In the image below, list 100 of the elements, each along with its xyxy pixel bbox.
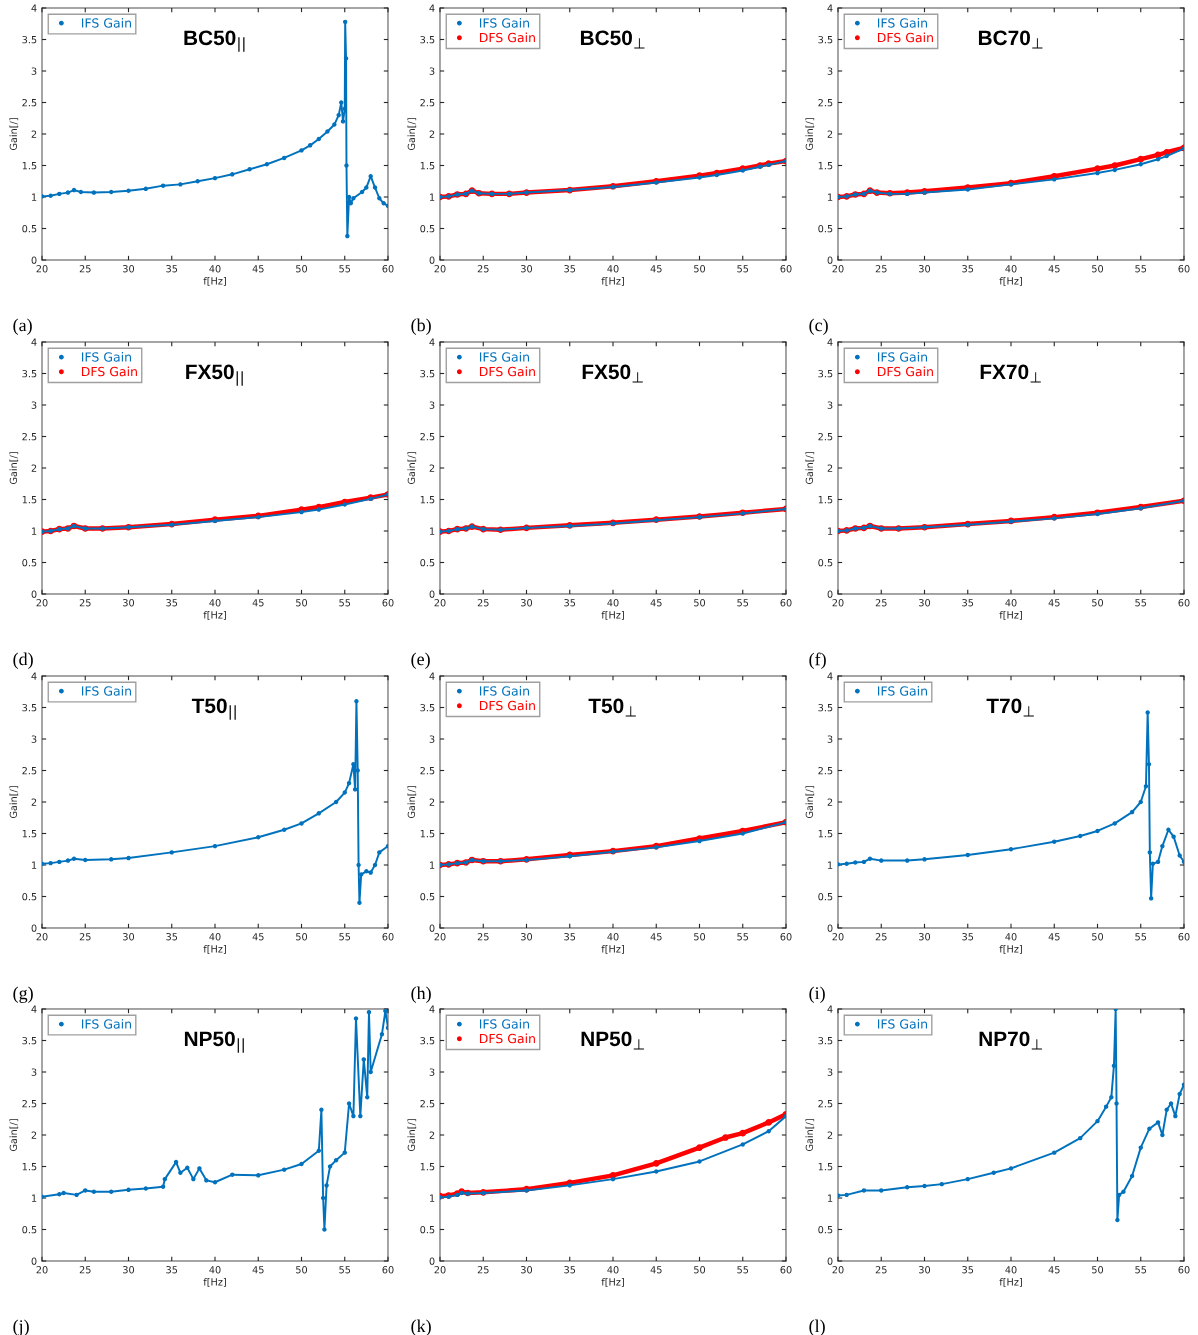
y-tick-label: 2 bbox=[429, 798, 435, 806]
x-tick-label: 20 bbox=[832, 265, 844, 273]
x-tick-label: 45 bbox=[1048, 1266, 1060, 1274]
y-tick-label: 1.5 bbox=[420, 1163, 435, 1171]
x-tick-label: 40 bbox=[607, 933, 619, 941]
y-tick-label: 0.5 bbox=[420, 558, 435, 567]
text: (f) bbox=[809, 652, 826, 670]
x-tick-label: 25 bbox=[875, 265, 887, 273]
y-tick-label: 0.5 bbox=[22, 892, 37, 901]
y-tick-label: 3 bbox=[429, 401, 435, 409]
x-tick-label: 45 bbox=[650, 599, 662, 607]
y-tick-label: 0 bbox=[31, 590, 37, 598]
text: (c) bbox=[809, 318, 828, 335]
x-tick-label: 45 bbox=[1048, 599, 1060, 607]
x-tick-label: 25 bbox=[875, 933, 887, 941]
x-axis-title: f[Hz] bbox=[601, 945, 624, 954]
x-tick-label: 55 bbox=[1135, 933, 1147, 941]
y-tick-label: 4 bbox=[827, 672, 833, 680]
x-tick-label: 25 bbox=[477, 933, 489, 941]
y-axis-title: Gain[/] bbox=[407, 786, 417, 819]
y-axis-title: Gain[/] bbox=[407, 118, 417, 151]
y-tick-label: 4 bbox=[31, 4, 37, 12]
x-tick-label: 50 bbox=[1092, 933, 1104, 941]
y-tick-label: 2.5 bbox=[818, 432, 833, 441]
y-tick-label: 0.5 bbox=[818, 892, 833, 901]
text: NP70$_{⊥}$ bbox=[979, 1031, 1042, 1050]
x-tick-label: 30 bbox=[123, 933, 135, 941]
x-tick-label: 55 bbox=[1135, 265, 1147, 273]
x-axis-title: f[Hz] bbox=[601, 1278, 624, 1287]
y-tick-label: 4 bbox=[31, 672, 37, 680]
y-tick-label: 4 bbox=[827, 4, 833, 12]
legend-label: DFS Gain bbox=[479, 1033, 535, 1044]
y-tick-label: 4 bbox=[429, 338, 435, 346]
y-tick-label: 1 bbox=[430, 527, 435, 535]
x-tick-label: 45 bbox=[252, 933, 264, 941]
x-tick-label: 25 bbox=[79, 265, 91, 273]
x-tick-label: 25 bbox=[875, 599, 887, 607]
text: NP50$_{||}$ bbox=[184, 1031, 244, 1053]
y-axis-title: Gain[/] bbox=[805, 452, 815, 485]
x-tick-label: 30 bbox=[123, 265, 135, 273]
x-tick-label: 35 bbox=[166, 599, 178, 607]
y-axis-title: Gain[/] bbox=[407, 1119, 417, 1152]
y-tick-label: 0.5 bbox=[420, 1225, 435, 1234]
x-tick-label: 45 bbox=[650, 1266, 662, 1274]
x-tick-label: 35 bbox=[564, 933, 576, 941]
x-tick-label: 20 bbox=[434, 599, 446, 607]
x-tick-label: 30 bbox=[919, 265, 931, 273]
y-tick-label: 3 bbox=[827, 735, 833, 743]
x-tick-label: 25 bbox=[875, 1266, 887, 1274]
y-tick-label: 3 bbox=[827, 1068, 833, 1076]
y-tick-label: 4 bbox=[429, 1005, 435, 1013]
x-tick-label: 20 bbox=[36, 933, 48, 941]
x-tick-label: 35 bbox=[962, 265, 974, 273]
legend-label: IFS Gain bbox=[81, 1019, 131, 1029]
y-tick-label: 3.5 bbox=[818, 703, 833, 712]
y-tick-label: 0 bbox=[31, 924, 37, 932]
x-tick-label: 60 bbox=[1178, 599, 1190, 607]
legend-label: IFS Gain bbox=[877, 1019, 927, 1029]
y-tick-label: 0 bbox=[827, 1257, 833, 1265]
x-tick-label: 60 bbox=[780, 599, 792, 607]
text: (g) bbox=[13, 986, 33, 1003]
y-tick-label: 1.5 bbox=[420, 162, 435, 170]
y-tick-label: 1.5 bbox=[818, 162, 833, 170]
x-axis-title: f[Hz] bbox=[999, 945, 1022, 954]
x-tick-label: 50 bbox=[296, 265, 308, 273]
y-tick-label: 1 bbox=[828, 527, 833, 535]
x-tick-label: 30 bbox=[521, 265, 533, 273]
y-tick-label: 3 bbox=[31, 401, 37, 409]
text: FX70$_{⊥}$ bbox=[980, 364, 1041, 383]
x-tick-label: 60 bbox=[382, 933, 394, 941]
legend-label: IFS Gain bbox=[81, 352, 131, 362]
x-tick-label: 50 bbox=[1092, 1266, 1104, 1274]
y-tick-label: 0 bbox=[31, 256, 37, 264]
legend-label: IFS Gain bbox=[81, 686, 131, 696]
y-tick-label: 1 bbox=[430, 193, 435, 201]
y-tick-label: 0.5 bbox=[818, 1225, 833, 1234]
y-tick-label: 1.5 bbox=[818, 1163, 833, 1171]
x-tick-label: 60 bbox=[780, 1266, 792, 1274]
legend-label: IFS Gain bbox=[877, 352, 927, 362]
y-tick-label: 2 bbox=[429, 1131, 435, 1139]
legend-label: DFS Gain bbox=[877, 32, 933, 43]
x-tick-label: 55 bbox=[737, 599, 749, 607]
x-tick-label: 40 bbox=[209, 1266, 221, 1274]
text: T70$_{⊥}$ bbox=[986, 698, 1034, 717]
y-tick-label: 1 bbox=[32, 1194, 37, 1202]
x-tick-label: 50 bbox=[694, 265, 706, 273]
y-tick-label: 0 bbox=[827, 924, 833, 932]
x-tick-label: 50 bbox=[694, 599, 706, 607]
y-tick-label: 3 bbox=[31, 67, 37, 75]
y-tick-label: 4 bbox=[429, 672, 435, 680]
x-tick-label: 30 bbox=[919, 1266, 931, 1274]
y-tick-label: 0.5 bbox=[818, 224, 833, 233]
y-tick-label: 2 bbox=[31, 1131, 37, 1139]
y-tick-label: 3.5 bbox=[22, 703, 37, 712]
text: T50$_{⊥}$ bbox=[588, 698, 636, 717]
x-tick-label: 25 bbox=[79, 933, 91, 941]
x-tick-label: 40 bbox=[209, 599, 221, 607]
x-tick-label: 60 bbox=[1178, 1266, 1190, 1274]
y-tick-label: 3.5 bbox=[818, 369, 833, 378]
y-tick-label: 2.5 bbox=[420, 98, 435, 107]
